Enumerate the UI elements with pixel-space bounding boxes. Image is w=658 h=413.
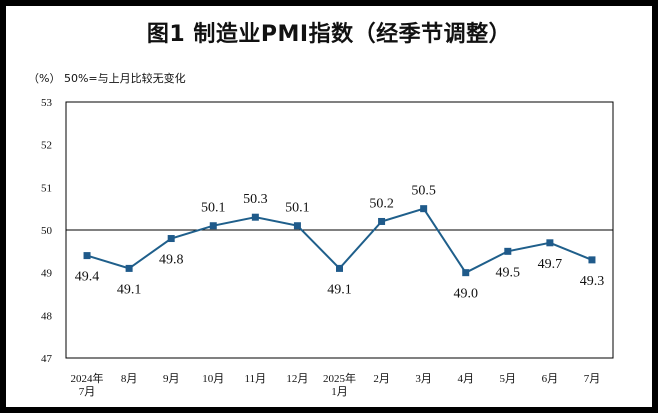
x-tick-label: 10月 bbox=[202, 373, 224, 385]
y-tick-label: 51 bbox=[41, 182, 52, 194]
unit-note: （%） 50%=与上月比较无变化 bbox=[28, 72, 186, 85]
x-tick-label: 3月 bbox=[415, 373, 432, 385]
y-tick-label: 50 bbox=[41, 225, 53, 237]
data-point bbox=[209, 222, 217, 230]
data-label: 49.1 bbox=[117, 282, 142, 297]
y-tick-label: 53 bbox=[41, 97, 53, 109]
data-point bbox=[378, 217, 386, 225]
data-label: 49.8 bbox=[159, 253, 184, 268]
data-point bbox=[167, 235, 175, 243]
x-tick-label: 8月 bbox=[121, 373, 138, 385]
data-label: 50.1 bbox=[285, 201, 310, 216]
data-label: 49.0 bbox=[453, 287, 478, 302]
data-point bbox=[336, 264, 343, 272]
x-tick-label: 2024年 7月 bbox=[71, 371, 104, 398]
x-tick-label: 2月 bbox=[373, 373, 390, 385]
data-label: 49.1 bbox=[327, 282, 352, 297]
data-point bbox=[293, 222, 301, 230]
x-tick-label: 6月 bbox=[542, 373, 559, 385]
y-tick-label: 48 bbox=[41, 310, 53, 322]
data-label: 50.5 bbox=[411, 184, 436, 199]
data-label: 49.3 bbox=[580, 274, 605, 289]
chart-title: 图1 制造业PMI指数（经季节调整） bbox=[146, 22, 512, 47]
data-point bbox=[125, 264, 133, 272]
y-tick-label: 49 bbox=[41, 268, 53, 280]
x-tick-label: 5月 bbox=[500, 373, 517, 385]
data-point bbox=[83, 252, 91, 260]
x-tick-label: 11月 bbox=[245, 373, 267, 385]
data-point bbox=[588, 256, 596, 264]
x-tick-label: 4月 bbox=[457, 373, 474, 385]
y-tick-label: 52 bbox=[41, 140, 52, 152]
data-point bbox=[251, 213, 259, 221]
data-label: 50.3 bbox=[243, 192, 268, 207]
data-label: 50.1 bbox=[201, 201, 226, 216]
y-tick-label: 47 bbox=[41, 353, 53, 365]
x-tick-label: 7月 bbox=[584, 373, 601, 385]
x-tick-label: 2025年 1月 bbox=[323, 371, 356, 398]
data-label: 50.2 bbox=[369, 196, 394, 211]
data-point bbox=[462, 269, 470, 277]
x-tick-label: 9月 bbox=[163, 373, 180, 385]
data-point bbox=[546, 239, 554, 247]
data-point bbox=[504, 247, 512, 255]
data-label: 49.7 bbox=[538, 257, 563, 272]
data-point bbox=[420, 205, 428, 213]
data-label: 49.5 bbox=[496, 265, 521, 280]
x-tick-label: 12月 bbox=[286, 373, 308, 385]
data-label: 49.4 bbox=[75, 270, 100, 285]
